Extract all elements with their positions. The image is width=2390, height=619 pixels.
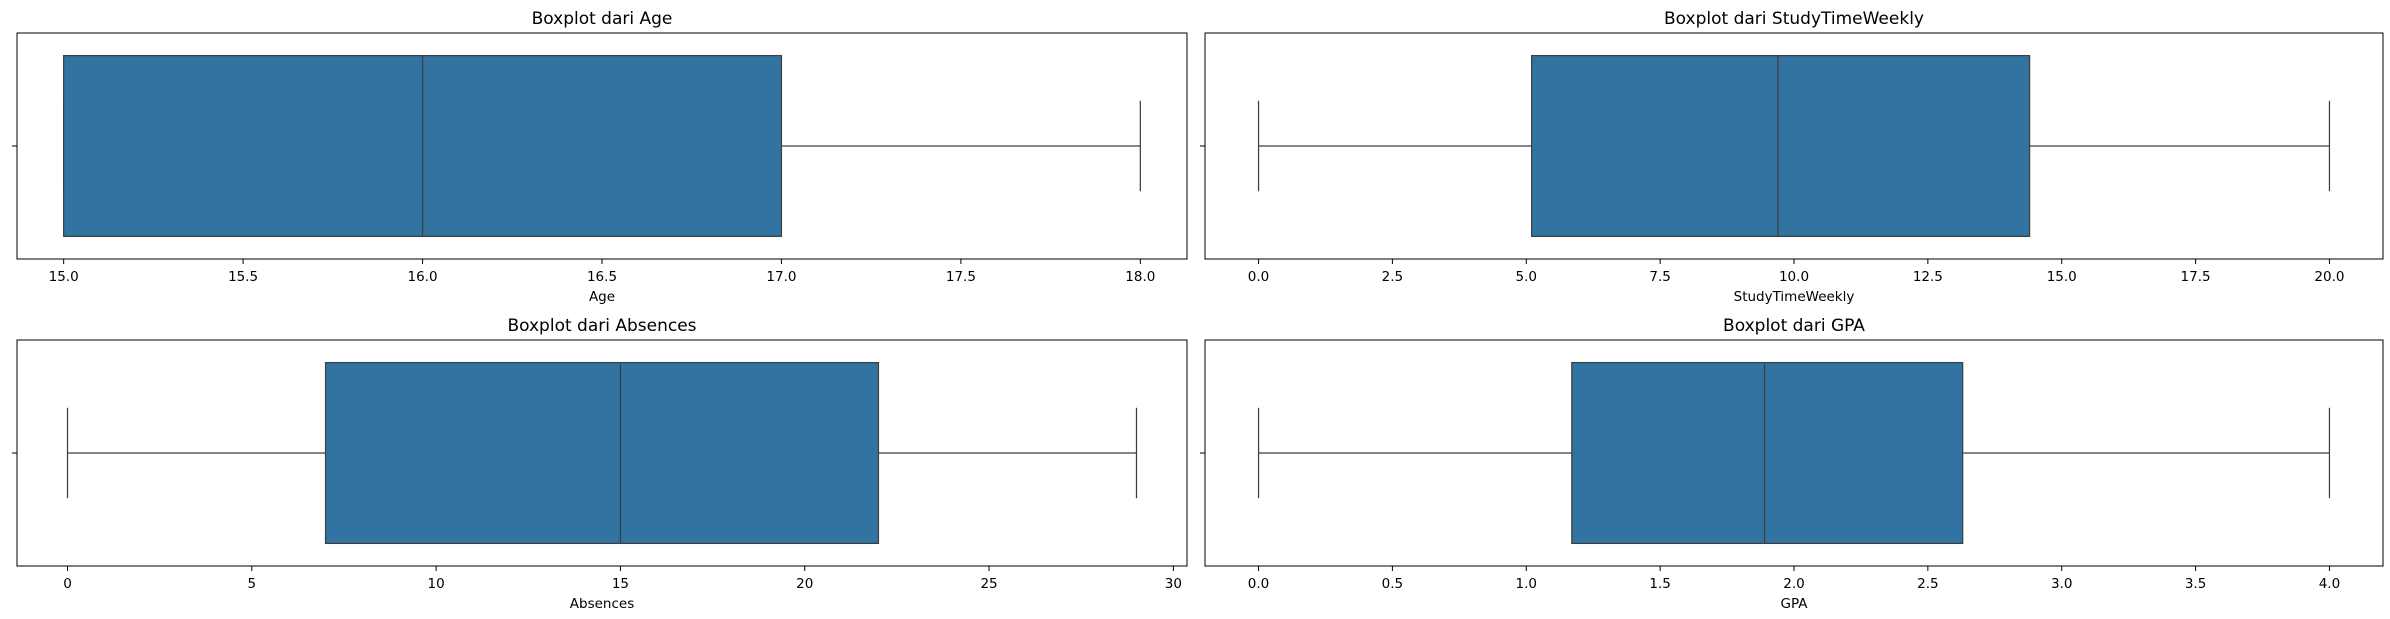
x-tick-label: 4.0 xyxy=(2319,576,2340,592)
x-tick-label: 0 xyxy=(63,576,72,592)
x-tick-label: 10.0 xyxy=(1779,269,1809,285)
chart-title: Boxplot dari StudyTimeWeekly xyxy=(1664,9,1924,29)
x-axis-label: Absences xyxy=(570,596,634,612)
x-tick-label: 0.5 xyxy=(1382,576,1403,592)
iqr-box xyxy=(1531,54,2031,238)
x-tick-label: 16.5 xyxy=(587,269,617,285)
x-tick-label: 18.0 xyxy=(1125,269,1155,285)
x-tick-label: 2.0 xyxy=(1783,576,1804,592)
x-tick-label: 30 xyxy=(1165,576,1182,592)
x-tick-label: 10 xyxy=(428,576,445,592)
boxplot-panel-4: Boxplot dari GPA 0.0 0.5 1.0 1.5 2.0 2.5 3.0 3.5… xyxy=(1200,316,2384,612)
iqr-box xyxy=(324,361,880,545)
chart-title: Boxplot dari Absences xyxy=(507,316,696,336)
x-tick-label: 20.0 xyxy=(2314,269,2344,285)
x-tick-label: 12.5 xyxy=(1913,269,1943,285)
x-axis-label: Age xyxy=(589,289,615,305)
x-tick-label: 2.5 xyxy=(1382,269,1403,285)
iqr-box xyxy=(1571,361,1964,545)
x-axis-label: GPA xyxy=(1781,596,1809,612)
chart-title: Boxplot dari GPA xyxy=(1723,316,1865,336)
x-tick-label: 15 xyxy=(612,576,629,592)
boxplot-panel-2: Boxplot dari StudyTimeWeekly 0.0 2.5 5.0 7.5… xyxy=(1200,9,2384,305)
x-tick-label: 17.0 xyxy=(766,269,796,285)
chart-title: Boxplot dari Age xyxy=(532,9,673,29)
x-tick-label: 20 xyxy=(796,576,813,592)
boxplot-panel-1: Boxplot dari Age 15.0 15.5 16.0 16.5 17.0 17.5… xyxy=(12,9,1188,305)
x-axis-label: StudyTimeWeekly xyxy=(1734,289,1855,305)
x-tick-label: 15.5 xyxy=(228,269,258,285)
x-tick-label: 25 xyxy=(980,576,997,592)
x-tick-label: 7.5 xyxy=(1649,269,1670,285)
x-tick-label: 5.0 xyxy=(1516,269,1537,285)
boxplot-panel-3: Boxplot dari Absences 0 5 10 15 20 25 30 Absence… xyxy=(12,316,1188,612)
x-tick-label: 0.0 xyxy=(1248,576,1269,592)
x-tick-label: 2.5 xyxy=(1917,576,1938,592)
subplot-grid: Boxplot dari Age 15.0 15.5 16.0 16.5 17.0 17.5… xyxy=(12,9,2384,612)
x-tick-label: 3.5 xyxy=(2185,576,2206,592)
x-tick-label: 15.0 xyxy=(2047,269,2077,285)
x-tick-label: 16.0 xyxy=(408,269,438,285)
x-tick-label: 1.0 xyxy=(1516,576,1537,592)
x-tick-label: 0.0 xyxy=(1248,269,1269,285)
x-tick-label: 5 xyxy=(248,576,257,592)
x-tick-label: 3.0 xyxy=(2051,576,2072,592)
x-tick-label: 15.0 xyxy=(49,269,79,285)
x-tick-label: 17.5 xyxy=(946,269,976,285)
x-tick-label: 17.5 xyxy=(2181,269,2211,285)
x-tick-label: 1.5 xyxy=(1649,576,1670,592)
